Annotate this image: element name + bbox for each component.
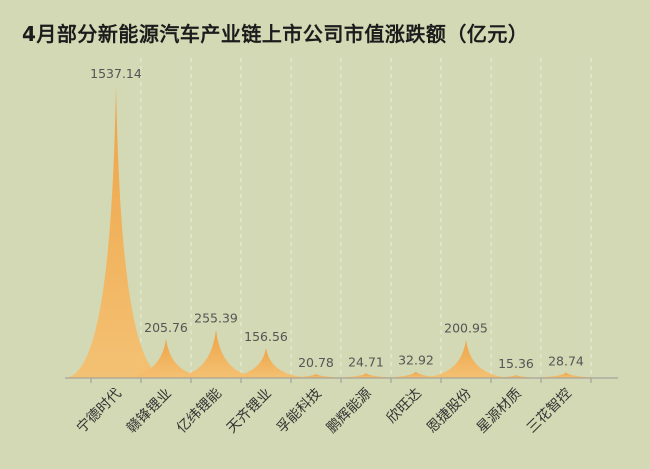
value-label-1: 1537.14 [90,66,142,81]
value-label-6: 24.71 [348,354,384,369]
peak-5 [264,374,368,378]
category-label-1: 宁德时代 [73,385,125,437]
value-label-8: 200.95 [444,321,488,336]
peak-2 [114,338,218,378]
peak-8 [414,339,518,378]
value-label-10: 28.74 [548,354,584,369]
chart-title: 4月部分新能源汽车产业链上市公司市值涨跌额（亿元） [22,22,529,46]
peak-7 [364,371,468,378]
category-label-5: 孚能科技 [274,386,325,437]
axis-layer [65,377,618,383]
peak-9 [464,375,568,378]
category-label-7: 欣旺达 [384,386,425,427]
category-label-3: 亿纬锂能 [174,386,225,437]
category-label-10: 三花智控 [524,386,575,437]
peak-10 [514,372,618,378]
value-label-5: 20.78 [298,355,334,370]
peak-3 [164,329,268,378]
peak-4 [214,348,318,378]
category-label-2: 赣锋锂业 [124,386,175,437]
label-layer: 1537.14 205.76 255.39 156.56 20.78 24.71 32.92… [73,66,584,436]
value-label-7: 32.92 [398,353,434,368]
peak-layer [64,85,618,378]
peak-6 [314,373,418,378]
category-label-6: 鹏辉能源 [324,386,375,437]
value-label-4: 156.56 [244,329,288,344]
value-label-3: 255.39 [194,310,238,325]
category-label-9: 星源材质 [474,386,525,437]
category-label-8: 恩捷股份 [424,386,475,437]
peak-1 [64,85,168,378]
category-label-4: 天齐锂业 [224,386,275,437]
grid-layer [140,58,592,378]
value-label-9: 15.36 [498,356,534,371]
value-label-2: 205.76 [144,320,188,335]
